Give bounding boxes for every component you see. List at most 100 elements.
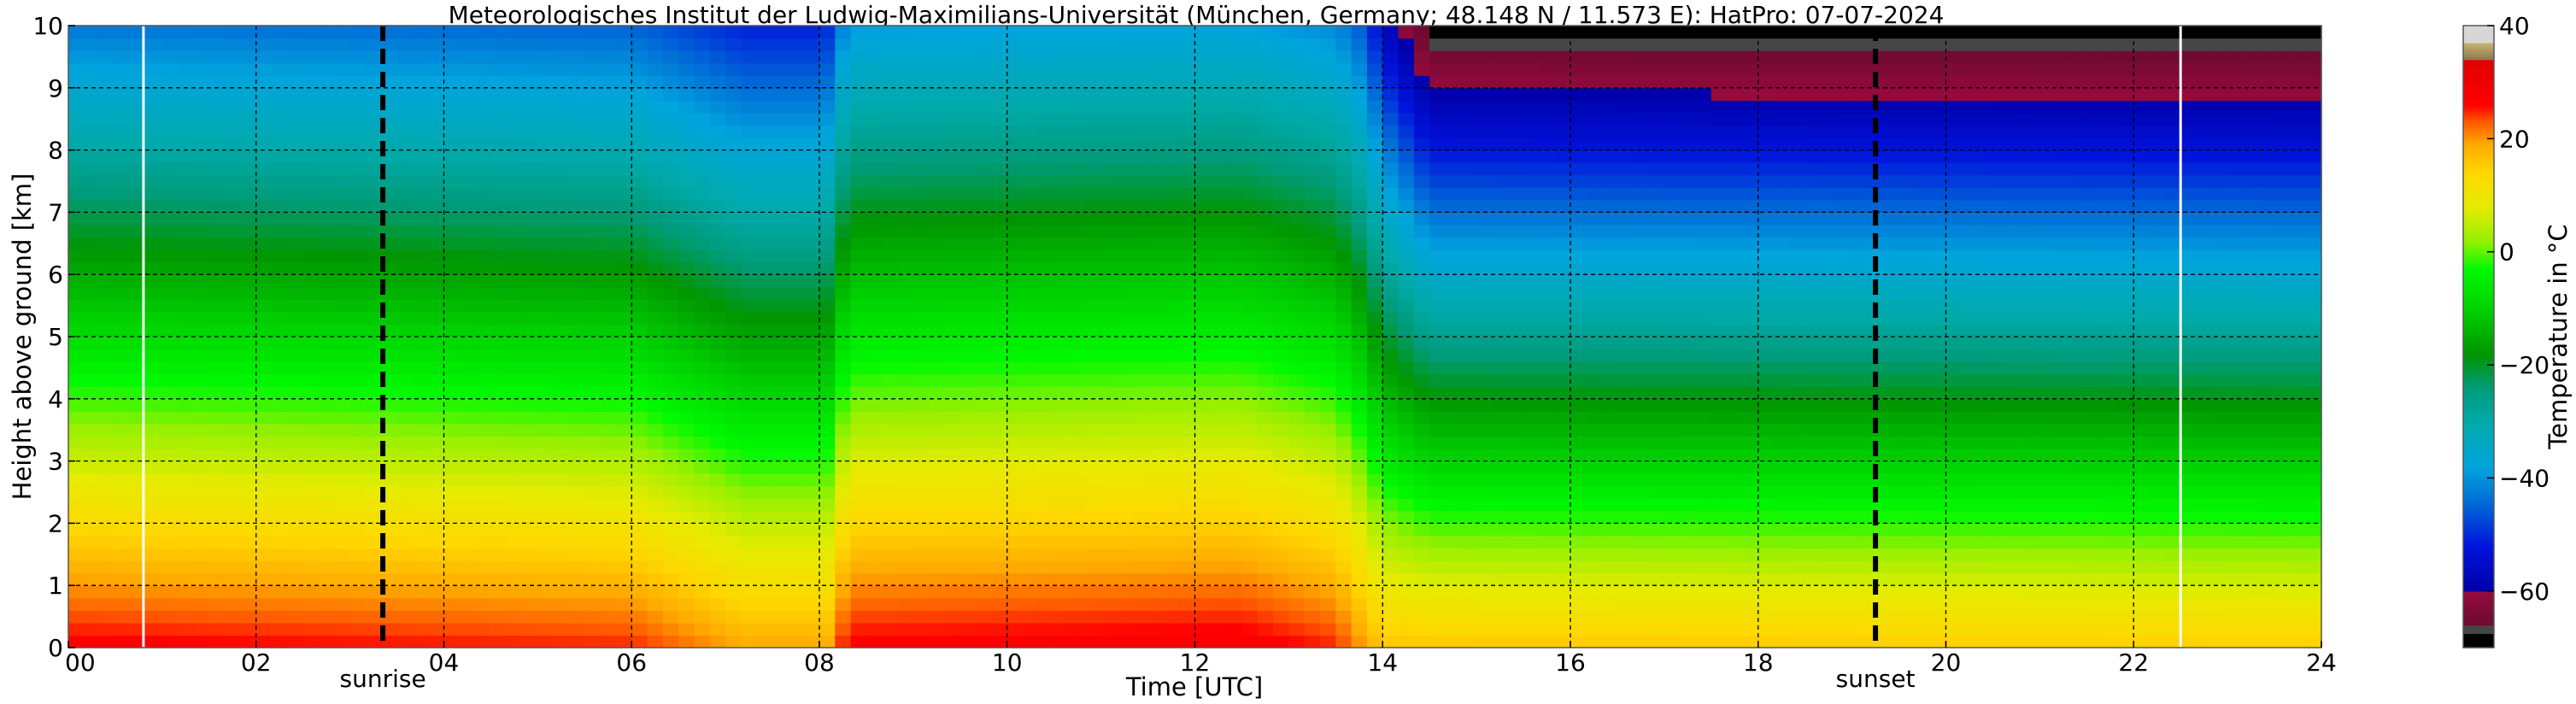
heatmap-cell <box>396 38 414 51</box>
heatmap-cell <box>1179 100 1196 114</box>
heatmap-cell <box>897 274 914 288</box>
heatmap-cell <box>84 112 101 126</box>
heatmap-cell <box>522 311 538 326</box>
heatmap-cell <box>302 112 320 126</box>
heatmap-cell <box>1210 449 1227 462</box>
heatmap-cell <box>522 87 538 101</box>
heatmap-cell <box>991 138 1008 151</box>
heatmap-cell <box>1366 635 1383 648</box>
heatmap-cell <box>929 50 946 64</box>
heatmap-cell <box>1085 386 1102 400</box>
heatmap-cell <box>1413 174 1430 188</box>
heatmap-cell <box>412 510 429 524</box>
heatmap-cell <box>178 337 195 350</box>
heatmap-cell <box>1507 237 1524 250</box>
heatmap-cell <box>1429 610 1446 624</box>
heatmap-cell <box>709 498 726 512</box>
heatmap-cell <box>1617 138 1634 151</box>
heatmap-cell <box>1586 398 1603 412</box>
heatmap-cell <box>1210 572 1227 586</box>
heatmap-cell <box>1132 212 1149 226</box>
heatmap-cell <box>193 324 210 337</box>
heatmap-cell <box>240 224 257 238</box>
heatmap-cell <box>1539 324 1556 337</box>
heatmap-cell <box>929 572 946 586</box>
heatmap-cell <box>788 249 805 263</box>
heatmap-cell <box>490 373 508 387</box>
heatmap-cell <box>1398 423 1415 437</box>
heatmap-cell <box>1132 286 1149 300</box>
heatmap-cell <box>569 585 585 599</box>
heatmap-cell <box>1163 373 1180 387</box>
heatmap-cell <box>1116 635 1133 648</box>
heatmap-cell <box>1539 311 1556 326</box>
heatmap-cell <box>678 349 695 362</box>
heatmap-cell <box>1241 38 1259 51</box>
heatmap-cell <box>819 572 836 586</box>
heatmap-cell <box>788 386 805 400</box>
heatmap-cell <box>161 324 179 337</box>
heatmap-cell <box>68 597 85 611</box>
heatmap-cell <box>709 237 726 250</box>
heatmap-cell <box>725 411 742 425</box>
heatmap-cell <box>944 585 961 599</box>
heatmap-cell <box>929 100 946 114</box>
heatmap-cell <box>1382 100 1399 114</box>
heatmap-cell <box>459 199 476 213</box>
heatmap-cell <box>302 261 320 275</box>
heatmap-cell <box>882 286 899 300</box>
heatmap-cell <box>803 560 820 574</box>
heatmap-cell <box>882 150 899 163</box>
heatmap-cell <box>1023 548 1039 561</box>
heatmap-cell <box>1460 62 1477 76</box>
heatmap-cell <box>741 274 758 288</box>
heatmap-cell <box>631 411 648 425</box>
heatmap-cell <box>255 38 273 51</box>
heatmap-cell <box>1288 349 1306 362</box>
heatmap-cell <box>334 125 351 138</box>
heatmap-cell <box>1226 311 1243 326</box>
heatmap-cell <box>1601 485 1618 499</box>
heatmap-cell <box>1320 423 1336 437</box>
heatmap-cell <box>819 523 836 537</box>
heatmap-cell <box>772 112 789 126</box>
heatmap-cell <box>225 560 242 574</box>
heatmap-cell <box>1100 125 1118 138</box>
heatmap-cell <box>146 299 163 313</box>
heatmap-cell <box>208 100 226 114</box>
heatmap-cell <box>146 560 163 574</box>
heatmap-cell <box>1492 237 1509 250</box>
heatmap-cell <box>1100 423 1118 437</box>
heatmap-cell <box>319 311 335 326</box>
heatmap-cell <box>584 635 601 648</box>
heatmap-cell <box>334 286 351 300</box>
heatmap-cell <box>302 349 320 362</box>
heatmap-cell <box>1116 162 1133 176</box>
heatmap-cell <box>1398 572 1415 586</box>
heatmap-cell <box>537 622 555 637</box>
heatmap-cell <box>178 26 195 39</box>
heatmap-cell <box>772 337 789 350</box>
heatmap-cell <box>178 286 195 300</box>
heatmap-cell <box>1023 162 1039 176</box>
heatmap-cell <box>1320 597 1336 611</box>
heatmap-cell <box>1366 361 1383 375</box>
heatmap-cell <box>412 461 429 474</box>
heatmap-cell <box>99 187 116 201</box>
heatmap-cell <box>1523 112 1540 126</box>
heatmap-cell <box>803 174 820 188</box>
heatmap-cell <box>1085 373 1102 387</box>
heatmap-cell <box>756 125 773 138</box>
heatmap-cell <box>866 436 883 449</box>
heatmap-cell <box>615 373 632 387</box>
heatmap-cell <box>803 373 820 387</box>
heatmap-cell <box>1194 449 1212 462</box>
heatmap-cell <box>1288 100 1306 114</box>
heatmap-cell <box>912 125 930 138</box>
heatmap-cell <box>678 112 695 126</box>
heatmap-cell <box>68 187 85 201</box>
heatmap-cell <box>725 324 742 337</box>
heatmap-cell <box>1038 62 1055 76</box>
heatmap-cell <box>866 261 883 275</box>
heatmap-cell <box>991 261 1008 275</box>
